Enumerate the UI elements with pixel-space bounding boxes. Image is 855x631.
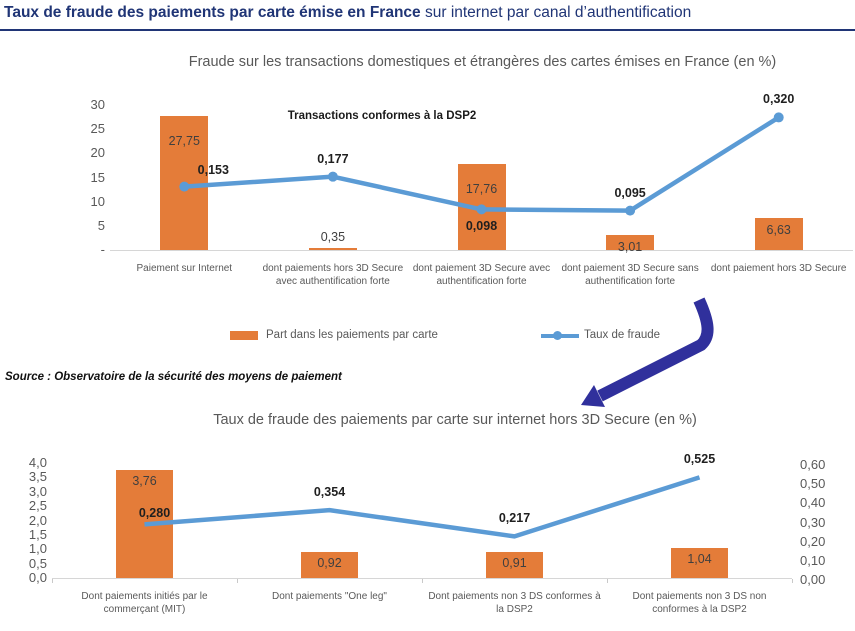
x-axis-tick xyxy=(422,579,423,583)
secondary-y-axis-tick-label: 0,40 xyxy=(800,495,826,511)
category-label: dont paiements hors 3D Secure avec authe… xyxy=(262,263,404,287)
bar xyxy=(308,248,357,250)
line-value-label: 0,354 xyxy=(313,485,346,500)
y-axis-tick-label: 3,0 xyxy=(28,483,47,499)
secondary-y-axis-tick-label: 0,50 xyxy=(800,476,826,492)
y-axis-tick-label: 4,0 xyxy=(28,455,47,470)
secondary-y-axis-tick-label: 0,10 xyxy=(800,552,826,568)
bar-value-label: 0,91 xyxy=(502,555,527,570)
y-axis-tick-label: 3,5 xyxy=(28,469,47,485)
y-axis-tick-label: 10 xyxy=(90,193,105,209)
bar xyxy=(606,235,655,250)
x-axis-tick xyxy=(52,579,53,583)
legend-line-dot-icon xyxy=(553,331,562,340)
y-axis-tick-label: 0,5 xyxy=(28,555,47,571)
category-label: Dont paiements "One leg" xyxy=(272,591,387,602)
bar-value-label: 1,04 xyxy=(687,552,712,567)
y-axis-tick-label: 1,0 xyxy=(28,541,47,557)
line-value-label: 0,217 xyxy=(498,511,531,526)
bar-value-label: 0,35 xyxy=(320,230,346,245)
page-title-regular: sur internet par canal d’authentificatio… xyxy=(420,4,692,21)
line-value-label: 0,177 xyxy=(317,151,349,166)
source-note: Source : Observatoire de la sécurité des… xyxy=(5,371,342,383)
category-label: dont paiement 3D Secure avec authentific… xyxy=(412,263,551,287)
category-label: Dont paiements non 3 DS conformes à la D… xyxy=(428,591,601,615)
y-axis-tick-label: 20 xyxy=(90,145,105,161)
line-value-label: 0,280 xyxy=(138,506,171,521)
y-axis-tick-label: 5 xyxy=(97,217,105,233)
x-axis-tick xyxy=(607,579,608,583)
y-axis-tick-label: 25 xyxy=(90,121,105,137)
secondary-y-axis-tick-label: 0,00 xyxy=(800,572,826,587)
line-value-label: 0,098 xyxy=(465,219,498,234)
secondary-y-axis-tick-label: 0,30 xyxy=(800,514,826,530)
x-axis-line xyxy=(52,578,792,579)
bar xyxy=(754,217,803,250)
category-label: Paiement sur Internet xyxy=(136,263,233,274)
bar xyxy=(671,548,728,578)
y-axis-tick-label: 2,0 xyxy=(28,512,47,528)
y-axis-tick-label: 2,5 xyxy=(28,498,47,514)
y-axis-tick-label: 0,0 xyxy=(28,570,47,585)
y-axis-tick-label: 15 xyxy=(90,169,105,185)
x-axis-tick xyxy=(237,579,238,583)
title-underline xyxy=(0,29,855,31)
page-title: Taux de fraude des paiements par carte é… xyxy=(4,4,691,22)
category-label: dont paiement 3D Secure sans authentific… xyxy=(561,263,699,287)
category-label: Dont paiements initiés par le commerçant… xyxy=(81,591,208,615)
line-value-label: 0,095 xyxy=(614,185,646,200)
legend-bar-label: Part dans les paiements par carte xyxy=(266,329,438,341)
line-value-label: 0,525 xyxy=(683,452,716,467)
x-axis-line xyxy=(110,250,853,251)
line-value-label: 0,153 xyxy=(197,162,229,177)
y-axis-tick-label: 1,5 xyxy=(28,526,47,542)
bar-value-label: 3,76 xyxy=(132,473,157,488)
secondary-y-axis-tick-label: 0,20 xyxy=(800,533,826,549)
line-value-label: 0,320 xyxy=(763,92,795,107)
bar-value-label: 0,92 xyxy=(317,555,342,570)
y-axis-tick-label: 30 xyxy=(90,97,105,112)
bar-value-label: 3,01 xyxy=(617,240,643,255)
secondary-y-axis-tick-label: 0,60 xyxy=(800,457,826,472)
legend-bar-swatch-icon xyxy=(230,331,258,340)
category-label: dont paiement hors 3D Secure xyxy=(710,263,847,274)
chart1-title: Fraude sur les transactions domestiques … xyxy=(188,54,777,70)
chart2-title: Taux de fraude des paiements par carte s… xyxy=(213,412,697,428)
bar xyxy=(301,551,358,578)
page-title-bold: Taux de fraude des paiements par carte é… xyxy=(4,4,421,21)
x-axis-tick xyxy=(792,579,793,583)
category-label: Dont paiements non 3 DS non conformes à … xyxy=(632,591,767,615)
y-axis-tick-label: - xyxy=(100,242,105,257)
bar-value-label: 6,63 xyxy=(766,222,791,237)
bar xyxy=(486,551,543,578)
